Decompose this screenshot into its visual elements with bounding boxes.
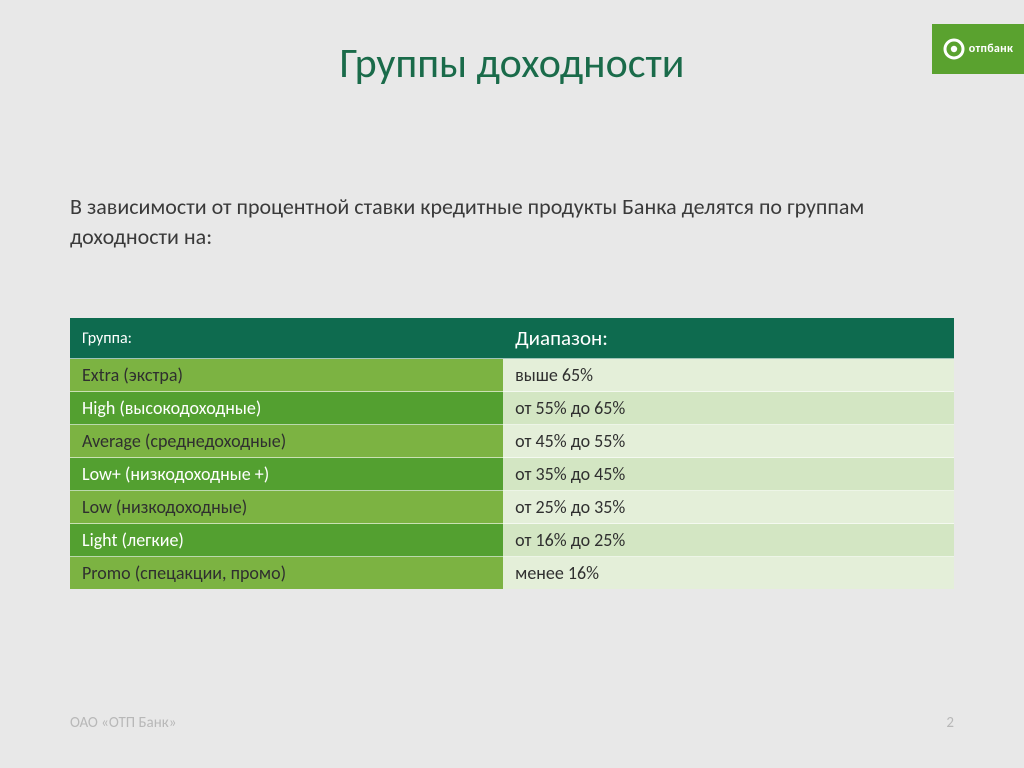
cell-group: Light (легкие) — [70, 524, 503, 557]
header-range: Диапазон: — [503, 318, 954, 359]
cell-group: Extra (экстра) — [70, 359, 503, 392]
cell-group: High (высокодоходные) — [70, 392, 503, 425]
footer-company: ОАО «ОТП Банк» — [70, 714, 176, 732]
table-header-row: Группа: Диапазон: — [70, 318, 954, 359]
header-group: Группа: — [70, 318, 503, 359]
cell-range: выше 65% — [503, 359, 954, 392]
cell-group: Low (низкодоходные) — [70, 491, 503, 524]
cell-range: менее 16% — [503, 557, 954, 590]
table-row: Light (легкие)от 16% до 25% — [70, 524, 954, 557]
table-row: Low (низкодоходные)от 25% до 35% — [70, 491, 954, 524]
intro-paragraph: В зависимости от процентной ставки креди… — [70, 192, 954, 251]
cell-range: от 45% до 55% — [503, 425, 954, 458]
profitability-table: Группа: Диапазон: Extra (экстра)выше 65%… — [70, 318, 954, 589]
table-row: Promo (спецакции, промо)менее 16% — [70, 557, 954, 590]
table-row: Extra (экстра)выше 65% — [70, 359, 954, 392]
cell-range: от 35% до 45% — [503, 458, 954, 491]
cell-group: Promo (спецакции, промо) — [70, 557, 503, 590]
cell-range: от 55% до 65% — [503, 392, 954, 425]
cell-group: Average (среднедоходные) — [70, 425, 503, 458]
slide: отпбанк Группы доходности В зависимости … — [0, 0, 1024, 768]
table-row: High (высокодоходные)от 55% до 65% — [70, 392, 954, 425]
cell-range: от 25% до 35% — [503, 491, 954, 524]
table-row: Average (среднедоходные)от 45% до 55% — [70, 425, 954, 458]
table-row: Low+ (низкодоходные +)от 35% до 45% — [70, 458, 954, 491]
footer-page-number: 2 — [946, 714, 954, 732]
slide-title: Группы доходности — [0, 38, 1024, 89]
cell-range: от 16% до 25% — [503, 524, 954, 557]
cell-group: Low+ (низкодоходные +) — [70, 458, 503, 491]
